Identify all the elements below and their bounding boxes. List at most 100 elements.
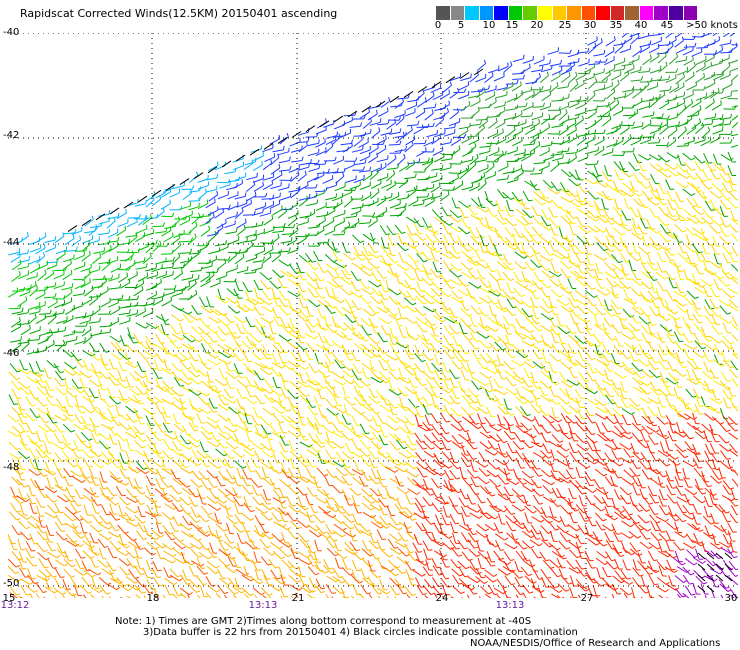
wind-barb xyxy=(449,460,461,470)
wind-barb xyxy=(270,569,281,580)
wind-barb xyxy=(586,214,600,222)
wind-barb xyxy=(29,408,41,418)
wind-barb xyxy=(313,596,316,598)
wind-barb xyxy=(279,132,289,145)
wind-barb xyxy=(631,362,644,372)
wind-barb xyxy=(560,71,571,83)
wind-barb xyxy=(575,434,588,444)
wind-barb xyxy=(656,261,666,273)
wind-barb xyxy=(306,159,320,164)
wind-barb xyxy=(495,305,509,313)
wind-barb xyxy=(574,289,588,298)
wind-barb xyxy=(352,234,365,244)
wind-barb xyxy=(675,55,688,63)
wind-barb xyxy=(180,542,194,549)
wind-barb xyxy=(262,407,276,416)
wind-barb xyxy=(199,317,211,328)
wind-barb xyxy=(425,362,435,373)
wind-barb xyxy=(181,413,195,421)
wind-barb xyxy=(593,478,604,489)
wind-barb xyxy=(119,302,132,309)
wind-barb xyxy=(621,60,634,67)
wind-barb xyxy=(80,431,93,441)
wind-barb xyxy=(523,430,537,439)
wind-barb xyxy=(565,214,577,225)
wind-barb xyxy=(515,318,526,329)
wind-barb xyxy=(583,197,595,208)
wind-barb xyxy=(578,69,592,75)
wind-barb xyxy=(414,270,424,281)
wind-barb xyxy=(450,243,461,254)
wind-barb xyxy=(10,486,20,498)
wind-barb xyxy=(443,123,456,130)
wind-barb xyxy=(93,247,106,254)
wind-barb xyxy=(692,350,706,358)
wind-barb xyxy=(620,569,631,580)
wind-barb xyxy=(54,484,68,492)
wind-barb xyxy=(516,218,529,227)
wind-barb xyxy=(439,531,453,539)
wind-barb xyxy=(506,595,509,598)
wind-barb xyxy=(558,423,568,435)
wind-barb xyxy=(171,333,185,341)
wind-barb xyxy=(84,285,94,297)
wind-barb xyxy=(290,170,300,182)
wind-barb xyxy=(88,342,100,353)
wind-barb xyxy=(458,127,469,138)
wind-barb xyxy=(675,73,685,85)
wind-barb xyxy=(584,178,598,185)
wind-barb xyxy=(64,522,78,530)
wind-barb xyxy=(522,592,527,598)
wind-barb xyxy=(61,450,73,460)
wind-barb xyxy=(686,124,697,135)
wind-barb xyxy=(279,176,293,181)
wind-barb xyxy=(74,488,85,499)
wind-barb xyxy=(217,488,231,497)
wind-barb xyxy=(279,290,290,301)
wind-barb xyxy=(225,296,239,304)
wind-barb xyxy=(603,261,616,271)
wind-barb xyxy=(484,216,493,228)
wind-barb xyxy=(657,120,669,130)
wind-barb xyxy=(45,493,57,503)
wind-barb xyxy=(208,344,220,354)
wind-barb xyxy=(108,241,119,253)
wind-barb xyxy=(557,147,570,153)
wind-barb xyxy=(253,181,264,192)
wind-barb xyxy=(8,452,23,460)
wind-barb xyxy=(152,222,166,228)
wind-barb xyxy=(685,234,694,246)
wind-barb xyxy=(703,431,712,443)
wind-barb xyxy=(98,577,112,586)
wind-barb xyxy=(469,315,479,327)
wind-barb xyxy=(687,111,700,118)
wind-barb xyxy=(413,168,427,173)
wind-barb xyxy=(223,425,237,433)
wind-barb xyxy=(278,396,286,408)
wind-barb xyxy=(666,206,676,217)
wind-barb xyxy=(494,101,506,109)
wind-barb xyxy=(298,141,308,153)
wind-barb xyxy=(388,192,400,202)
wind-barb xyxy=(380,193,393,201)
wind-barb xyxy=(547,578,559,589)
wind-barb xyxy=(601,70,611,82)
wind-barb xyxy=(353,460,363,472)
wind-barb xyxy=(631,224,641,235)
wind-barb xyxy=(82,235,93,244)
wind-barb xyxy=(16,399,26,411)
wind-barb xyxy=(233,161,244,171)
wind-barb xyxy=(8,414,20,423)
wind-barb xyxy=(88,224,98,236)
wind-barb xyxy=(682,332,693,343)
wind-barb xyxy=(540,424,552,434)
wind-barb xyxy=(665,95,677,103)
wind-barb xyxy=(468,281,482,289)
wind-barb xyxy=(422,217,432,228)
wind-barb xyxy=(727,151,737,163)
wind-barb xyxy=(161,212,175,218)
wind-barb xyxy=(718,541,732,548)
wind-barb xyxy=(97,538,109,548)
lon-label-27: 27 xyxy=(580,593,594,604)
wind-barb xyxy=(217,325,229,336)
